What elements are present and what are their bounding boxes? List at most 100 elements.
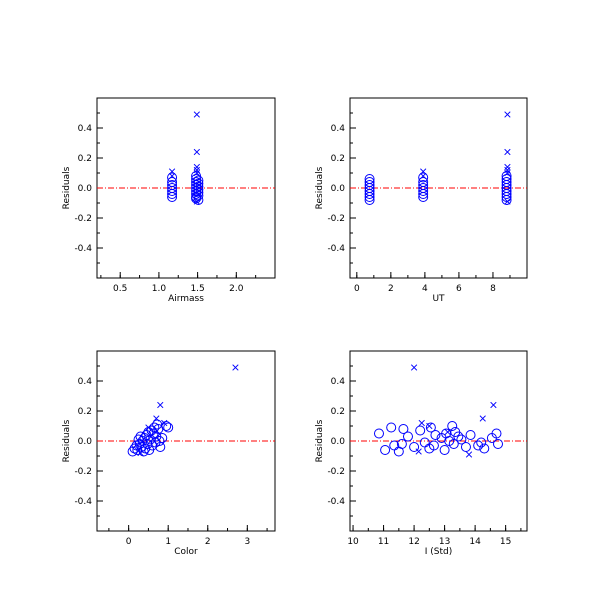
circle-point bbox=[447, 421, 458, 431]
circle-point bbox=[501, 195, 512, 205]
y-tick-label: -0.2 bbox=[74, 467, 92, 477]
circle-point bbox=[364, 189, 375, 199]
circle-point bbox=[380, 445, 391, 455]
cross-point bbox=[168, 168, 176, 175]
y-tick-label: 0.2 bbox=[331, 154, 345, 164]
circle-point bbox=[167, 186, 178, 196]
cross-point bbox=[504, 169, 511, 177]
circle-point bbox=[453, 431, 464, 442]
cross-point bbox=[420, 172, 427, 180]
circle-point bbox=[191, 193, 202, 204]
circle-point bbox=[402, 431, 413, 442]
panel-ut: -0.4 -0.2 0.0 0.2 0.4 0 2 4 6 8 UT Residuals bbox=[315, 97, 528, 304]
data-points bbox=[364, 111, 512, 205]
cross-point bbox=[426, 422, 433, 430]
y-tick-label: 0.2 bbox=[78, 407, 92, 417]
cross-point bbox=[504, 111, 511, 118]
cross-point bbox=[157, 401, 164, 409]
data-points bbox=[167, 111, 204, 205]
x-tick-label: 11 bbox=[378, 537, 389, 547]
circle-point bbox=[501, 192, 512, 202]
cross-point bbox=[193, 198, 200, 205]
x-tick-label: 2.0 bbox=[229, 284, 244, 294]
cross-point bbox=[137, 449, 144, 457]
cross-point bbox=[193, 111, 200, 118]
cross-point bbox=[168, 172, 176, 180]
x-axis-label: UT bbox=[432, 294, 445, 304]
cross-point bbox=[415, 448, 422, 455]
circle-point bbox=[373, 428, 384, 439]
x-axis-label: Color bbox=[174, 547, 198, 557]
circle-point bbox=[147, 440, 158, 451]
x-axis: 0.5 1.0 1.5 2.0 bbox=[100, 272, 257, 294]
y-axis-label: Residuals bbox=[315, 166, 325, 209]
cross-point bbox=[504, 148, 511, 156]
x-axis-label: Airmass bbox=[168, 294, 204, 304]
x-axis: 0 2 4 6 8 bbox=[354, 272, 511, 294]
circle-point bbox=[193, 184, 204, 195]
cross-point bbox=[193, 148, 200, 156]
circle-point bbox=[364, 192, 375, 202]
x-tick-label: 14 bbox=[469, 537, 481, 547]
y-axis-label: Residuals bbox=[62, 419, 72, 462]
cross-point bbox=[504, 163, 511, 171]
cross-point bbox=[193, 166, 200, 174]
x-tick-label: 2 bbox=[388, 284, 394, 294]
circle-point bbox=[448, 439, 459, 449]
x-axis-label: I (Std) bbox=[425, 547, 453, 557]
circle-point bbox=[167, 189, 178, 199]
y-tick-label: 0.0 bbox=[331, 437, 346, 447]
x-axis: 10 11 12 13 14 15 bbox=[347, 525, 522, 547]
circle-point bbox=[479, 443, 490, 454]
circle-point bbox=[386, 422, 397, 433]
x-tick-label: 4 bbox=[422, 284, 428, 294]
panel-airmass: -0.4 -0.2 0.0 0.2 0.4 0.5 1.0 1.5 2.0 Airmass R… bbox=[62, 97, 276, 304]
circle-point bbox=[163, 422, 174, 433]
panel-i-std: -0.4 -0.2 0.0 0.2 0.4 10 11 12 13 14 15 I (Std) R… bbox=[315, 350, 528, 557]
x-tick-label: 1.0 bbox=[152, 284, 167, 294]
y-tick-label: 0.0 bbox=[78, 184, 93, 194]
panel-color: -0.4 -0.2 0.0 0.2 0.4 0 1 2 3 Color Residuals bbox=[62, 350, 276, 557]
y-tick-label: -0.4 bbox=[74, 497, 92, 507]
y-tick-label: -0.2 bbox=[327, 467, 345, 477]
x-tick-label: 12 bbox=[408, 537, 419, 547]
circle-point bbox=[501, 189, 512, 199]
circle-point bbox=[430, 430, 441, 440]
circle-point bbox=[167, 192, 178, 202]
circle-point bbox=[418, 172, 429, 183]
y-tick-label: 0.4 bbox=[331, 377, 346, 387]
x-axis: 0 1 2 3 bbox=[108, 525, 268, 547]
cross-point bbox=[444, 428, 451, 436]
circle-point bbox=[409, 442, 420, 452]
x-tick-label: 1 bbox=[165, 537, 171, 547]
y-tick-label: 0.0 bbox=[78, 437, 93, 447]
circle-point bbox=[418, 189, 429, 199]
y-tick-label: -0.4 bbox=[74, 244, 92, 254]
circle-point bbox=[473, 440, 484, 451]
circle-point bbox=[476, 437, 487, 448]
x-tick-label: 10 bbox=[347, 537, 359, 547]
cross-point bbox=[193, 163, 200, 171]
y-tick-label: 0.2 bbox=[78, 154, 92, 164]
x-tick-label: 0.5 bbox=[113, 284, 127, 294]
circle-point bbox=[364, 195, 375, 205]
circle-point bbox=[193, 187, 204, 198]
x-tick-label: 15 bbox=[500, 537, 511, 547]
y-tick-label: 0.4 bbox=[78, 124, 93, 134]
circle-point bbox=[439, 445, 450, 455]
circle-point bbox=[415, 425, 426, 436]
y-axis: -0.4 -0.2 0.0 0.2 0.4 bbox=[327, 365, 356, 517]
circle-point bbox=[398, 424, 409, 434]
circle-point bbox=[418, 186, 429, 196]
y-tick-label: -0.2 bbox=[74, 214, 92, 224]
x-tick-label: 0 bbox=[126, 537, 132, 547]
cross-point bbox=[161, 419, 168, 427]
y-tick-label: 0.4 bbox=[78, 377, 93, 387]
cross-point bbox=[145, 424, 152, 431]
cross-point bbox=[504, 166, 511, 174]
x-tick-label: 1.5 bbox=[190, 284, 204, 294]
cross-point bbox=[490, 401, 497, 409]
x-tick-label: 3 bbox=[244, 537, 250, 547]
